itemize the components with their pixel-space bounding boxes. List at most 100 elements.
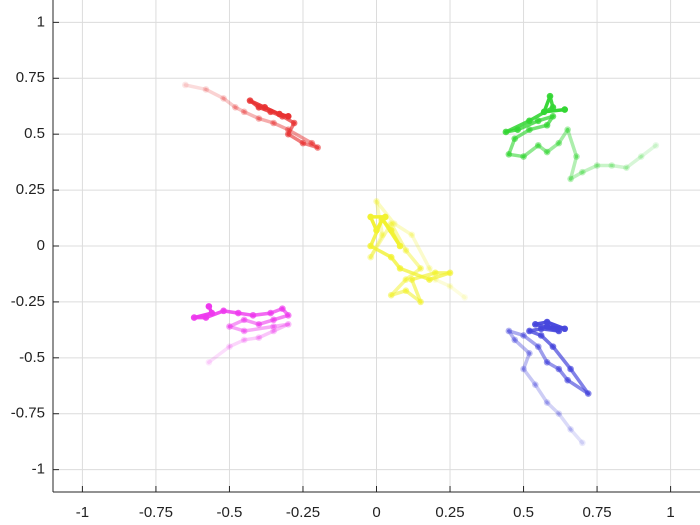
trajectory-segment bbox=[568, 154, 579, 181]
point bbox=[396, 242, 404, 250]
x-tick-label: 1 bbox=[666, 504, 674, 521]
point bbox=[511, 336, 519, 344]
point bbox=[543, 148, 551, 156]
y-tick-label: -0.75 bbox=[11, 405, 45, 422]
point bbox=[502, 128, 510, 136]
point bbox=[267, 108, 274, 116]
trajectory-segment bbox=[533, 382, 549, 405]
point bbox=[567, 175, 574, 183]
point bbox=[505, 327, 513, 335]
x-tick-label: -0.5 bbox=[217, 504, 243, 521]
point bbox=[579, 168, 586, 176]
point bbox=[426, 265, 433, 272]
point bbox=[240, 316, 248, 324]
point bbox=[208, 309, 216, 317]
x-tick-label: -0.75 bbox=[139, 504, 173, 521]
trajectory bbox=[502, 92, 660, 183]
point bbox=[520, 332, 527, 339]
trajectory-segment bbox=[221, 96, 238, 110]
trajectory-segment bbox=[545, 400, 561, 416]
trajectory bbox=[505, 318, 592, 447]
trajectory-segment bbox=[624, 154, 643, 170]
point bbox=[367, 242, 374, 250]
trajectory-segment bbox=[565, 127, 579, 159]
point bbox=[549, 104, 557, 111]
point bbox=[373, 227, 380, 234]
trajectory-segment bbox=[257, 329, 276, 340]
point bbox=[232, 104, 239, 111]
trajectory-segment bbox=[410, 277, 423, 304]
point bbox=[505, 151, 513, 158]
trajectory-segment bbox=[227, 338, 246, 349]
point bbox=[220, 307, 227, 315]
point bbox=[623, 164, 630, 172]
trajectory-segment bbox=[557, 127, 570, 145]
point bbox=[549, 112, 557, 120]
trajectory-segment bbox=[568, 427, 585, 445]
point bbox=[555, 327, 563, 335]
point bbox=[387, 220, 395, 227]
x-tick-label: 0.5 bbox=[513, 504, 534, 521]
y-tick-label: -0.5 bbox=[19, 349, 45, 366]
trajectory-segment bbox=[521, 367, 538, 387]
trajectory-segment bbox=[507, 329, 517, 342]
trajectory-segment bbox=[242, 335, 261, 342]
trajectory-segment bbox=[521, 351, 532, 371]
trajectory-segment bbox=[374, 199, 396, 226]
point bbox=[432, 276, 439, 283]
point bbox=[240, 108, 248, 116]
point bbox=[382, 213, 389, 221]
point bbox=[202, 314, 210, 321]
trajectory-segment bbox=[271, 322, 291, 329]
trajectory-segment bbox=[257, 116, 276, 125]
point bbox=[240, 327, 248, 335]
point bbox=[514, 126, 521, 134]
trajectory-segment bbox=[410, 233, 432, 271]
point bbox=[284, 320, 292, 328]
point bbox=[549, 343, 557, 350]
x-tick-label: 0.25 bbox=[435, 504, 464, 521]
point bbox=[408, 231, 416, 239]
point bbox=[532, 320, 539, 328]
point bbox=[408, 276, 416, 283]
point bbox=[284, 312, 292, 319]
trajectory-segment bbox=[392, 221, 414, 237]
point bbox=[205, 358, 213, 366]
point bbox=[534, 117, 542, 125]
trajectory-segment bbox=[557, 411, 573, 432]
point bbox=[526, 117, 533, 125]
point bbox=[534, 142, 542, 149]
point bbox=[299, 139, 307, 147]
trajectory-segment bbox=[580, 163, 599, 174]
point bbox=[608, 162, 616, 169]
point bbox=[561, 325, 569, 333]
point bbox=[182, 81, 189, 89]
point bbox=[234, 309, 242, 317]
point bbox=[255, 104, 263, 111]
trajectory-segment bbox=[610, 163, 629, 170]
trajectory-segment bbox=[639, 143, 658, 159]
point bbox=[526, 327, 533, 335]
point bbox=[367, 213, 374, 221]
point bbox=[555, 410, 563, 418]
trajectory-segment bbox=[183, 83, 208, 92]
trajectory-segment bbox=[398, 266, 432, 282]
point bbox=[276, 110, 283, 118]
point bbox=[573, 153, 580, 160]
point bbox=[555, 139, 563, 147]
point bbox=[205, 303, 213, 310]
x-tick-label: 0 bbox=[372, 504, 380, 521]
point bbox=[532, 381, 539, 388]
point bbox=[520, 153, 527, 160]
point bbox=[567, 365, 574, 373]
trajectory-segment bbox=[389, 277, 408, 297]
point bbox=[255, 334, 263, 341]
point bbox=[540, 108, 548, 116]
point bbox=[246, 97, 254, 104]
point bbox=[270, 327, 277, 335]
point bbox=[446, 282, 454, 290]
trajectory-segment bbox=[427, 271, 452, 282]
point bbox=[396, 265, 404, 272]
point bbox=[652, 142, 660, 149]
point bbox=[417, 298, 424, 306]
